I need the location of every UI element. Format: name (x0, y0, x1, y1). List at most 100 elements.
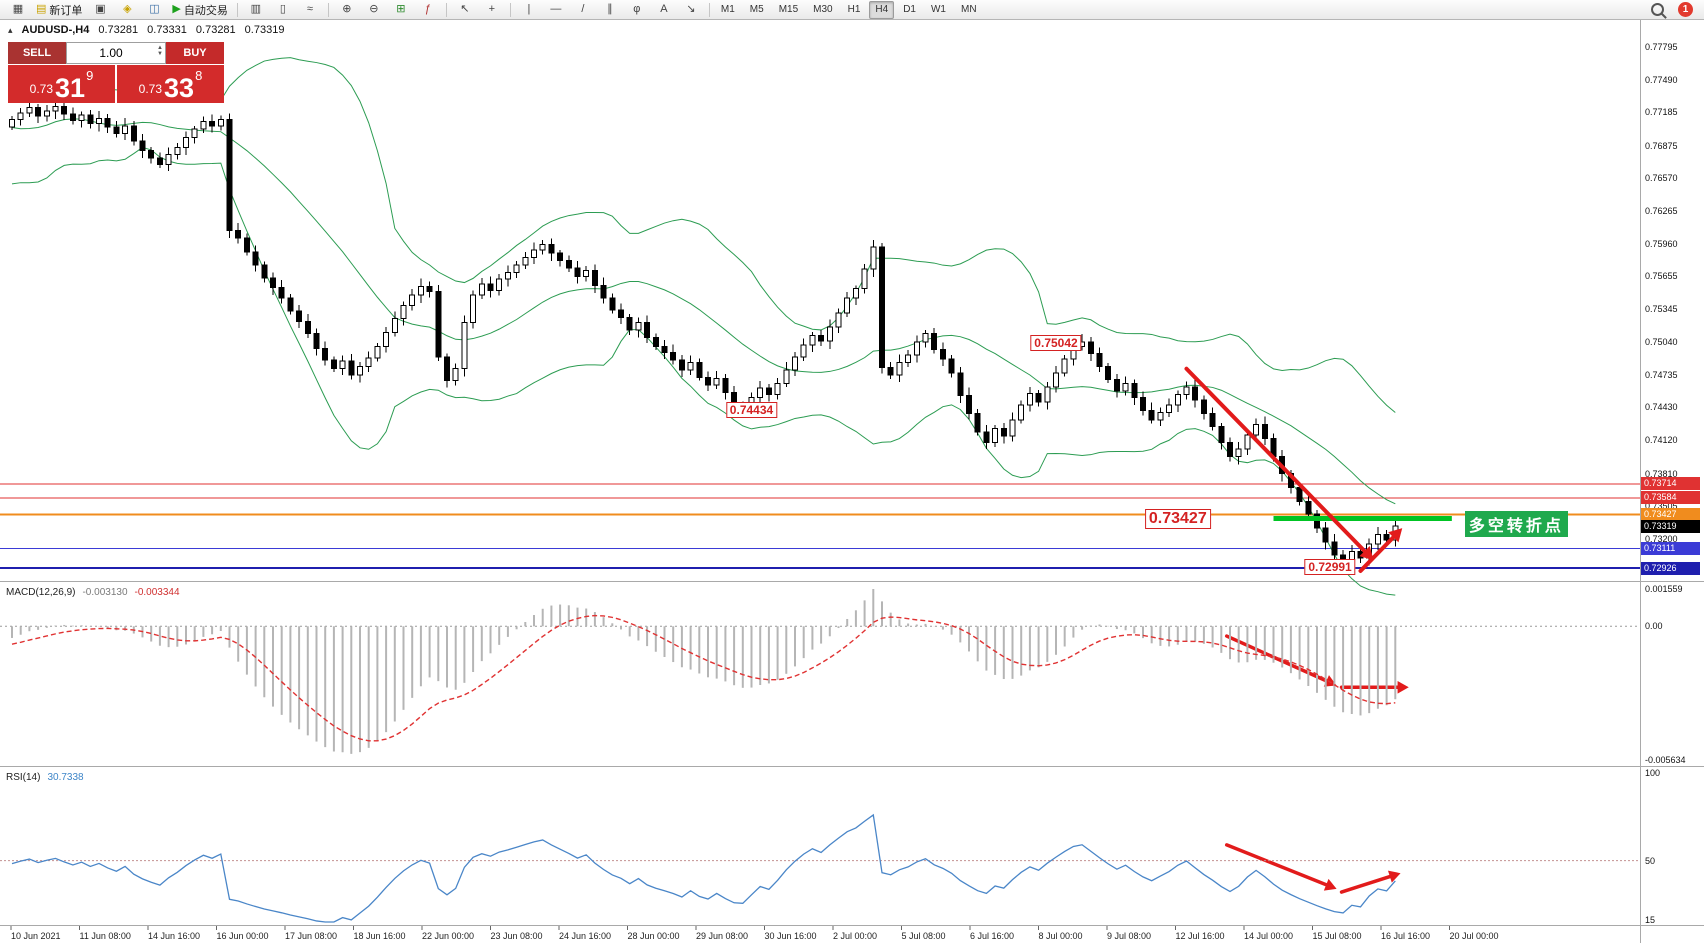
price-tick-label: 0.76570 (1645, 173, 1678, 184)
line-chart-button[interactable]: ≈ (297, 0, 323, 19)
time-axis-label: 11 Jun 08:00 (79, 931, 131, 941)
timeframe-m5-button[interactable]: M5 (749, 4, 764, 15)
profiles-button[interactable]: ▣ (87, 0, 113, 19)
hline-price-label: 0.73714 (1641, 477, 1700, 491)
time-axis-label: 8 Jul 00:00 (1038, 931, 1083, 941)
zoom-in-button[interactable]: ⊕ (334, 0, 360, 19)
time-axis-label: 30 Jun 16:00 (764, 931, 817, 941)
new-order-icon: ▤ (36, 3, 47, 15)
auto-trading-icon: ▶ (172, 3, 181, 15)
timeframe-d1-button[interactable]: D1 (903, 4, 916, 15)
toolbar-separator (327, 2, 329, 17)
channel-icon: ∥ (607, 3, 613, 15)
time-axis-label: 15 Jul 08:00 (1312, 931, 1362, 941)
buy-button[interactable]: BUY (166, 42, 224, 64)
crosshair-icon: + (488, 3, 496, 15)
price-annotation-label[interactable]: 0.73427 (1144, 508, 1211, 529)
hline-price-label: 0.73427 (1641, 508, 1700, 522)
text-button[interactable]: A (651, 0, 677, 19)
price-tick-label: 0.76875 (1645, 140, 1678, 151)
data-window-button[interactable]: ◫ (141, 0, 167, 19)
price-annotation-label[interactable]: 0.72991 (1304, 559, 1356, 576)
toolbar-right-group: 1 (1644, 0, 1693, 19)
sell-price-button[interactable]: 0.73 31 9 (8, 65, 115, 103)
time-axis-ticks (10, 926, 1450, 930)
turning-point-annotation[interactable]: 多空转折点 (1464, 510, 1568, 537)
macd-value-signal: -0.003344 (134, 587, 180, 598)
cursor-button[interactable]: ↖ (452, 0, 478, 19)
toolbar-separator (708, 2, 710, 17)
indicators-button[interactable]: ƒ (415, 0, 441, 19)
price-annotation-label[interactable]: 0.75042 (1030, 335, 1082, 352)
time-axis-label: 6 Jul 16:00 (970, 931, 1015, 941)
price-tick-label: 0.74430 (1645, 402, 1678, 413)
macd-max-label: 0.001559 (1645, 584, 1683, 594)
new-chart-button[interactable]: ▦ (5, 0, 31, 19)
market-watch-button[interactable]: ◈ (114, 0, 140, 19)
timeframe-h4-button[interactable]: H4 (869, 0, 895, 19)
timeframe-h1-button[interactable]: H1 (847, 4, 861, 15)
bar-chart-icon: ▥ (250, 3, 262, 15)
time-axis-label: 23 Jun 08:00 (490, 931, 543, 941)
price-tick-label: 0.73200 (1645, 533, 1678, 544)
horizontal-line-button[interactable]: — (543, 0, 569, 19)
notification-badge[interactable]: 1 (1678, 2, 1693, 17)
horizontal-lines[interactable] (0, 483, 1640, 570)
price-tick-label: 0.74735 (1645, 369, 1678, 380)
toolbar-main-group: ▦ ▤ 新订单 ▣ ◈ ◫ ▶ 自动交易 ▥ ▯ ≈ ⊕ ⊖ ⊞ ƒ ↖ + | — / ∥ φ A ↘ (5, 0, 714, 19)
fibonacci-button[interactable]: φ (624, 0, 650, 19)
ohlc-close: 0.73319 (244, 24, 285, 36)
panel-dividers[interactable] (0, 20, 1704, 943)
toolbar-separator (236, 2, 238, 17)
buy-price-button[interactable]: 0.73 33 8 (117, 65, 224, 103)
trendline-button[interactable]: / (570, 0, 596, 19)
price-tick-label: 0.77795 (1645, 42, 1678, 53)
indicators-icon: ƒ (424, 3, 431, 15)
timeframe-m15-button[interactable]: M15 (778, 4, 799, 15)
trend-arrows[interactable] (1184, 366, 1409, 894)
tile-windows-button[interactable]: ⊞ (388, 0, 414, 19)
market-watch-icon: ◈ (123, 3, 132, 15)
volume-up-icon[interactable]: ▲ (157, 45, 163, 51)
arrows-button[interactable]: ↘ (678, 0, 704, 19)
sell-button[interactable]: SELL (8, 42, 66, 64)
hline-price-label: 0.72926 (1641, 561, 1700, 575)
timeframe-m30-button[interactable]: M30 (813, 4, 833, 15)
candles-layer[interactable] (9, 99, 1399, 568)
time-axis-label: 17 Jun 08:00 (285, 931, 338, 941)
channel-button[interactable]: ∥ (597, 0, 623, 19)
volume-down-icon[interactable]: ▼ (157, 51, 163, 57)
macd-histogram (11, 589, 1397, 754)
vertical-line-button[interactable]: | (516, 0, 542, 19)
price-annotation-label[interactable]: 0.74434 (725, 402, 778, 419)
zoom-in-icon: ⊕ (342, 3, 352, 15)
horizontal-line-icon: — (550, 3, 562, 15)
auto-trading-button[interactable]: ▶ 自动交易 (168, 0, 231, 19)
timeframe-m1-button[interactable]: M1 (720, 4, 735, 15)
new-order-button[interactable]: ▤ 新订单 (32, 0, 86, 19)
ohlc-low: 0.73281 (195, 24, 236, 36)
timeframe-w1-button[interactable]: W1 (930, 4, 946, 15)
toolbar: ▦ ▤ 新订单 ▣ ◈ ◫ ▶ 自动交易 ▥ ▯ ≈ ⊕ ⊖ ⊞ ƒ ↖ + | — / ∥ φ A ↘ M1 M5 M15 M30… (0, 0, 1704, 20)
timeframe-mn-button[interactable]: MN (960, 4, 977, 15)
price-tick-label: 0.75345 (1645, 304, 1678, 315)
rsi-top-label: 100 (1645, 768, 1661, 778)
zoom-out-button[interactable]: ⊖ (361, 0, 387, 19)
search-button[interactable] (1644, 0, 1670, 19)
one-click-toggle-icon[interactable]: ▴ (8, 24, 13, 35)
candlestick-chart-button[interactable]: ▯ (270, 0, 296, 19)
tile-windows-icon: ⊞ (396, 3, 406, 15)
time-axis-label: 20 Jul 00:00 (1449, 931, 1499, 941)
crosshair-button[interactable]: + (479, 0, 505, 19)
time-axis-label: 10 Jun 2021 (11, 931, 61, 941)
time-axis-label: 16 Jun 00:00 (216, 931, 269, 941)
macd-header: MACD(12,26,9) -0.003130 -0.003344 (6, 587, 180, 598)
data-window-icon: ◫ (149, 3, 160, 15)
volume-input[interactable] (67, 45, 165, 61)
fibonacci-icon: φ (633, 3, 641, 15)
timeframe-group: M1 M5 M15 M30 H1 H4 D1 W1 MN (714, 0, 984, 19)
bar-chart-button[interactable]: ▥ (243, 0, 269, 19)
bollinger-bands (11, 57, 1396, 596)
